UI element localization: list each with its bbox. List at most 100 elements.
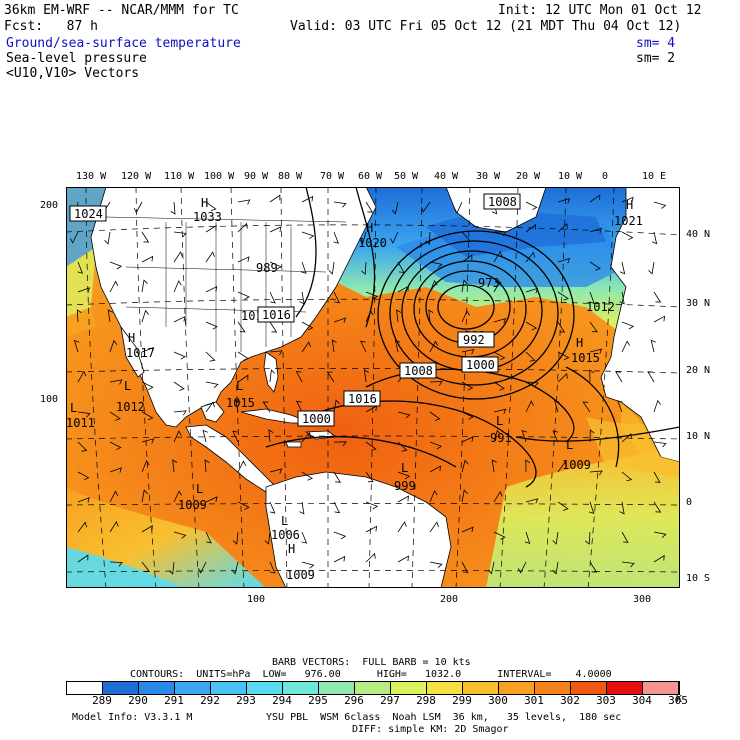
wind-barb: [237, 460, 247, 473]
colorbar-tick-label: 289: [92, 694, 112, 707]
colorbar-tick-label: 299: [452, 694, 472, 707]
wind-barb: [237, 222, 248, 233]
contour-label-box: 1016: [343, 390, 381, 407]
longitude-label: 10 W: [558, 171, 583, 182]
wind-barb: [109, 339, 118, 353]
wind-barb: [517, 561, 527, 574]
wind-barb: [461, 381, 474, 391]
colorbar-swatch: [571, 682, 607, 694]
wind-barb: [589, 261, 601, 271]
high-value-label: 1009: [286, 568, 315, 582]
wind-barb: [173, 315, 186, 323]
wind-barb: [237, 291, 250, 300]
field-smoothing-temperature: sm= 4: [636, 36, 676, 51]
svg-text:1024: 1024: [74, 207, 103, 221]
wind-barb: [173, 280, 182, 293]
wind-barb: [557, 321, 566, 333]
wind-barb: [269, 350, 283, 356]
isobar-value-label: 1012: [586, 300, 615, 314]
wind-barb: [237, 351, 249, 361]
wind-barb: [365, 525, 378, 533]
forecast-hour: Fcst: 87 h: [4, 19, 98, 34]
wind-barb: [461, 310, 470, 323]
wind-barb: [391, 201, 399, 215]
wind-barb: [173, 231, 187, 238]
low-value-label: 1011: [66, 416, 95, 430]
colorbar-swatch: [139, 682, 175, 694]
wind-barb: [295, 400, 303, 413]
wind-barb: [525, 321, 538, 331]
wind-barb: [109, 411, 121, 421]
colorbar-swatch: [499, 682, 535, 694]
wind-barb: [429, 381, 443, 386]
wind-barb: [493, 250, 503, 263]
high-marker: H: [288, 542, 295, 556]
south-atlantic-cool-water: [486, 447, 680, 588]
grid-label-left-100: 100: [40, 394, 59, 405]
contour-label-box: 1000: [461, 356, 499, 373]
wind-barb: [363, 369, 369, 383]
colorbar-tick-label: 293: [236, 694, 256, 707]
temperature-colorbar: [66, 681, 680, 695]
colorbar-tick-label: 304: [632, 694, 652, 707]
colorbar-tick-label: 297: [380, 694, 400, 707]
wind-barb: [333, 291, 341, 304]
wind-barb: [653, 441, 667, 448]
longitude-label: 130 W: [76, 171, 107, 182]
wind-barb: [301, 531, 308, 544]
latitude-label: 30 N: [686, 298, 711, 309]
wind-barb: [109, 441, 122, 451]
colorbar-tick-label: 291: [164, 694, 184, 707]
physics-info: YSU PBL WSM 6class Noah LSM 36 km, 35 le…: [266, 712, 622, 723]
wind-barb: [397, 261, 405, 273]
wind-barb: [461, 526, 474, 533]
wind-barb: [461, 279, 468, 293]
latitude-label: 20 N: [686, 365, 711, 376]
wind-barb: [589, 348, 603, 354]
colorbar-swatch: [175, 682, 211, 694]
wind-barb: [493, 317, 507, 324]
wind-barb: [170, 201, 176, 215]
wind-barb: [264, 531, 271, 545]
low-value-label: 1012: [116, 400, 145, 414]
svg-text:1016: 1016: [262, 308, 291, 322]
svg-text:1016: 1016: [348, 392, 377, 406]
contour-label-box: 1024: [69, 205, 107, 222]
wind-barb: [653, 315, 666, 323]
model-title: 36km EM-WRF -- NCAR/MMM for TC: [4, 3, 239, 18]
contour-label-box: 1016: [257, 306, 295, 323]
high-marker: H: [626, 198, 633, 212]
wind-barb: [231, 561, 239, 575]
wind-barb: [461, 489, 468, 503]
wind-barb: [361, 261, 367, 275]
wind-barb: [365, 310, 374, 323]
wind-barb: [141, 279, 148, 293]
wind-barb: [262, 401, 271, 413]
wind-barb: [77, 441, 88, 452]
wind-barb: [589, 561, 598, 573]
isobar-value-label: 989: [256, 261, 278, 275]
low-marker: L: [70, 401, 77, 415]
low-value-label: 1006: [271, 528, 300, 542]
low-marker: L: [566, 438, 573, 452]
wind-barb: [269, 468, 283, 474]
wind-barb: [141, 525, 153, 533]
wind-barb: [621, 231, 634, 241]
high-value-label: 1033: [193, 210, 222, 224]
wind-barb: [109, 379, 123, 385]
wind-barb: [397, 411, 411, 419]
wind-barb: [396, 309, 402, 323]
colorbar-tick-label: 300: [488, 694, 508, 707]
low-value-label: 999: [394, 479, 416, 493]
longitude-label: 70 W: [320, 171, 345, 182]
wind-barb: [429, 411, 441, 421]
wind-barb: [173, 251, 183, 263]
wind-barb: [333, 201, 347, 208]
wind-barb: [76, 309, 82, 323]
latitude-label: 40 N: [686, 229, 711, 240]
wind-barb: [552, 430, 559, 443]
colorbar-swatch: [391, 682, 427, 694]
wind-barb: [205, 401, 215, 413]
wind-barb: [397, 521, 407, 533]
wind-barb: [269, 194, 281, 203]
